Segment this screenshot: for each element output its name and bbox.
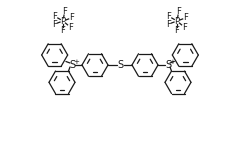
Text: F: F [62, 7, 67, 16]
Text: F: F [60, 26, 66, 35]
Text: F: F [182, 23, 187, 32]
Text: F: F [166, 20, 170, 29]
Text: F: F [52, 12, 57, 21]
Text: F: F [176, 7, 181, 16]
Text: S: S [165, 60, 171, 70]
Text: S: S [117, 60, 123, 70]
Text: +: + [74, 58, 79, 64]
Text: +: + [170, 58, 175, 64]
Text: F: F [166, 12, 171, 21]
Text: P: P [174, 16, 180, 25]
Text: F: F [52, 20, 56, 29]
Text: P: P [60, 16, 66, 25]
Text: S: S [69, 60, 75, 70]
Text: F: F [70, 13, 74, 22]
Text: F: F [184, 13, 188, 22]
Text: F: F [174, 26, 180, 35]
Text: F: F [68, 23, 73, 32]
